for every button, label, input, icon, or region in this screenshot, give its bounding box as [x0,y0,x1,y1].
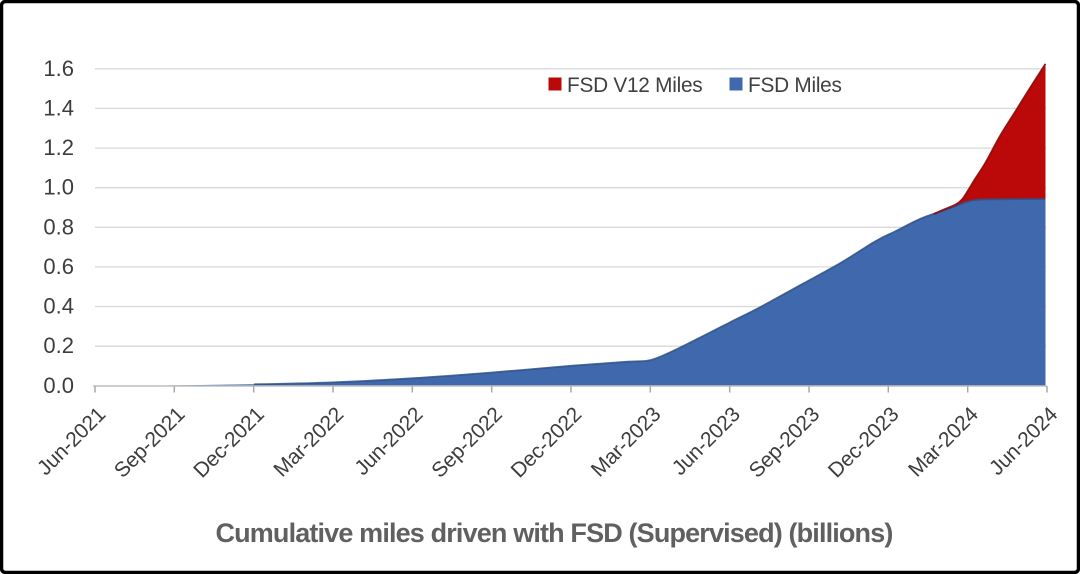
svg-text:0.4: 0.4 [43,294,74,319]
svg-text:1.0: 1.0 [43,175,74,200]
svg-text:0.2: 0.2 [43,333,74,358]
svg-text:FSD V12 Miles: FSD V12 Miles [567,74,702,97]
svg-text:Cumulative miles driven with F: Cumulative miles driven with FSD (Superv… [215,518,892,548]
svg-text:0.6: 0.6 [43,254,74,279]
svg-text:FSD Miles: FSD Miles [748,74,842,97]
svg-text:0.8: 0.8 [43,214,74,239]
svg-text:1.4: 1.4 [43,95,74,120]
svg-text:1.2: 1.2 [43,135,74,160]
svg-text:1.6: 1.6 [43,56,74,81]
svg-text:0.0: 0.0 [43,373,74,398]
